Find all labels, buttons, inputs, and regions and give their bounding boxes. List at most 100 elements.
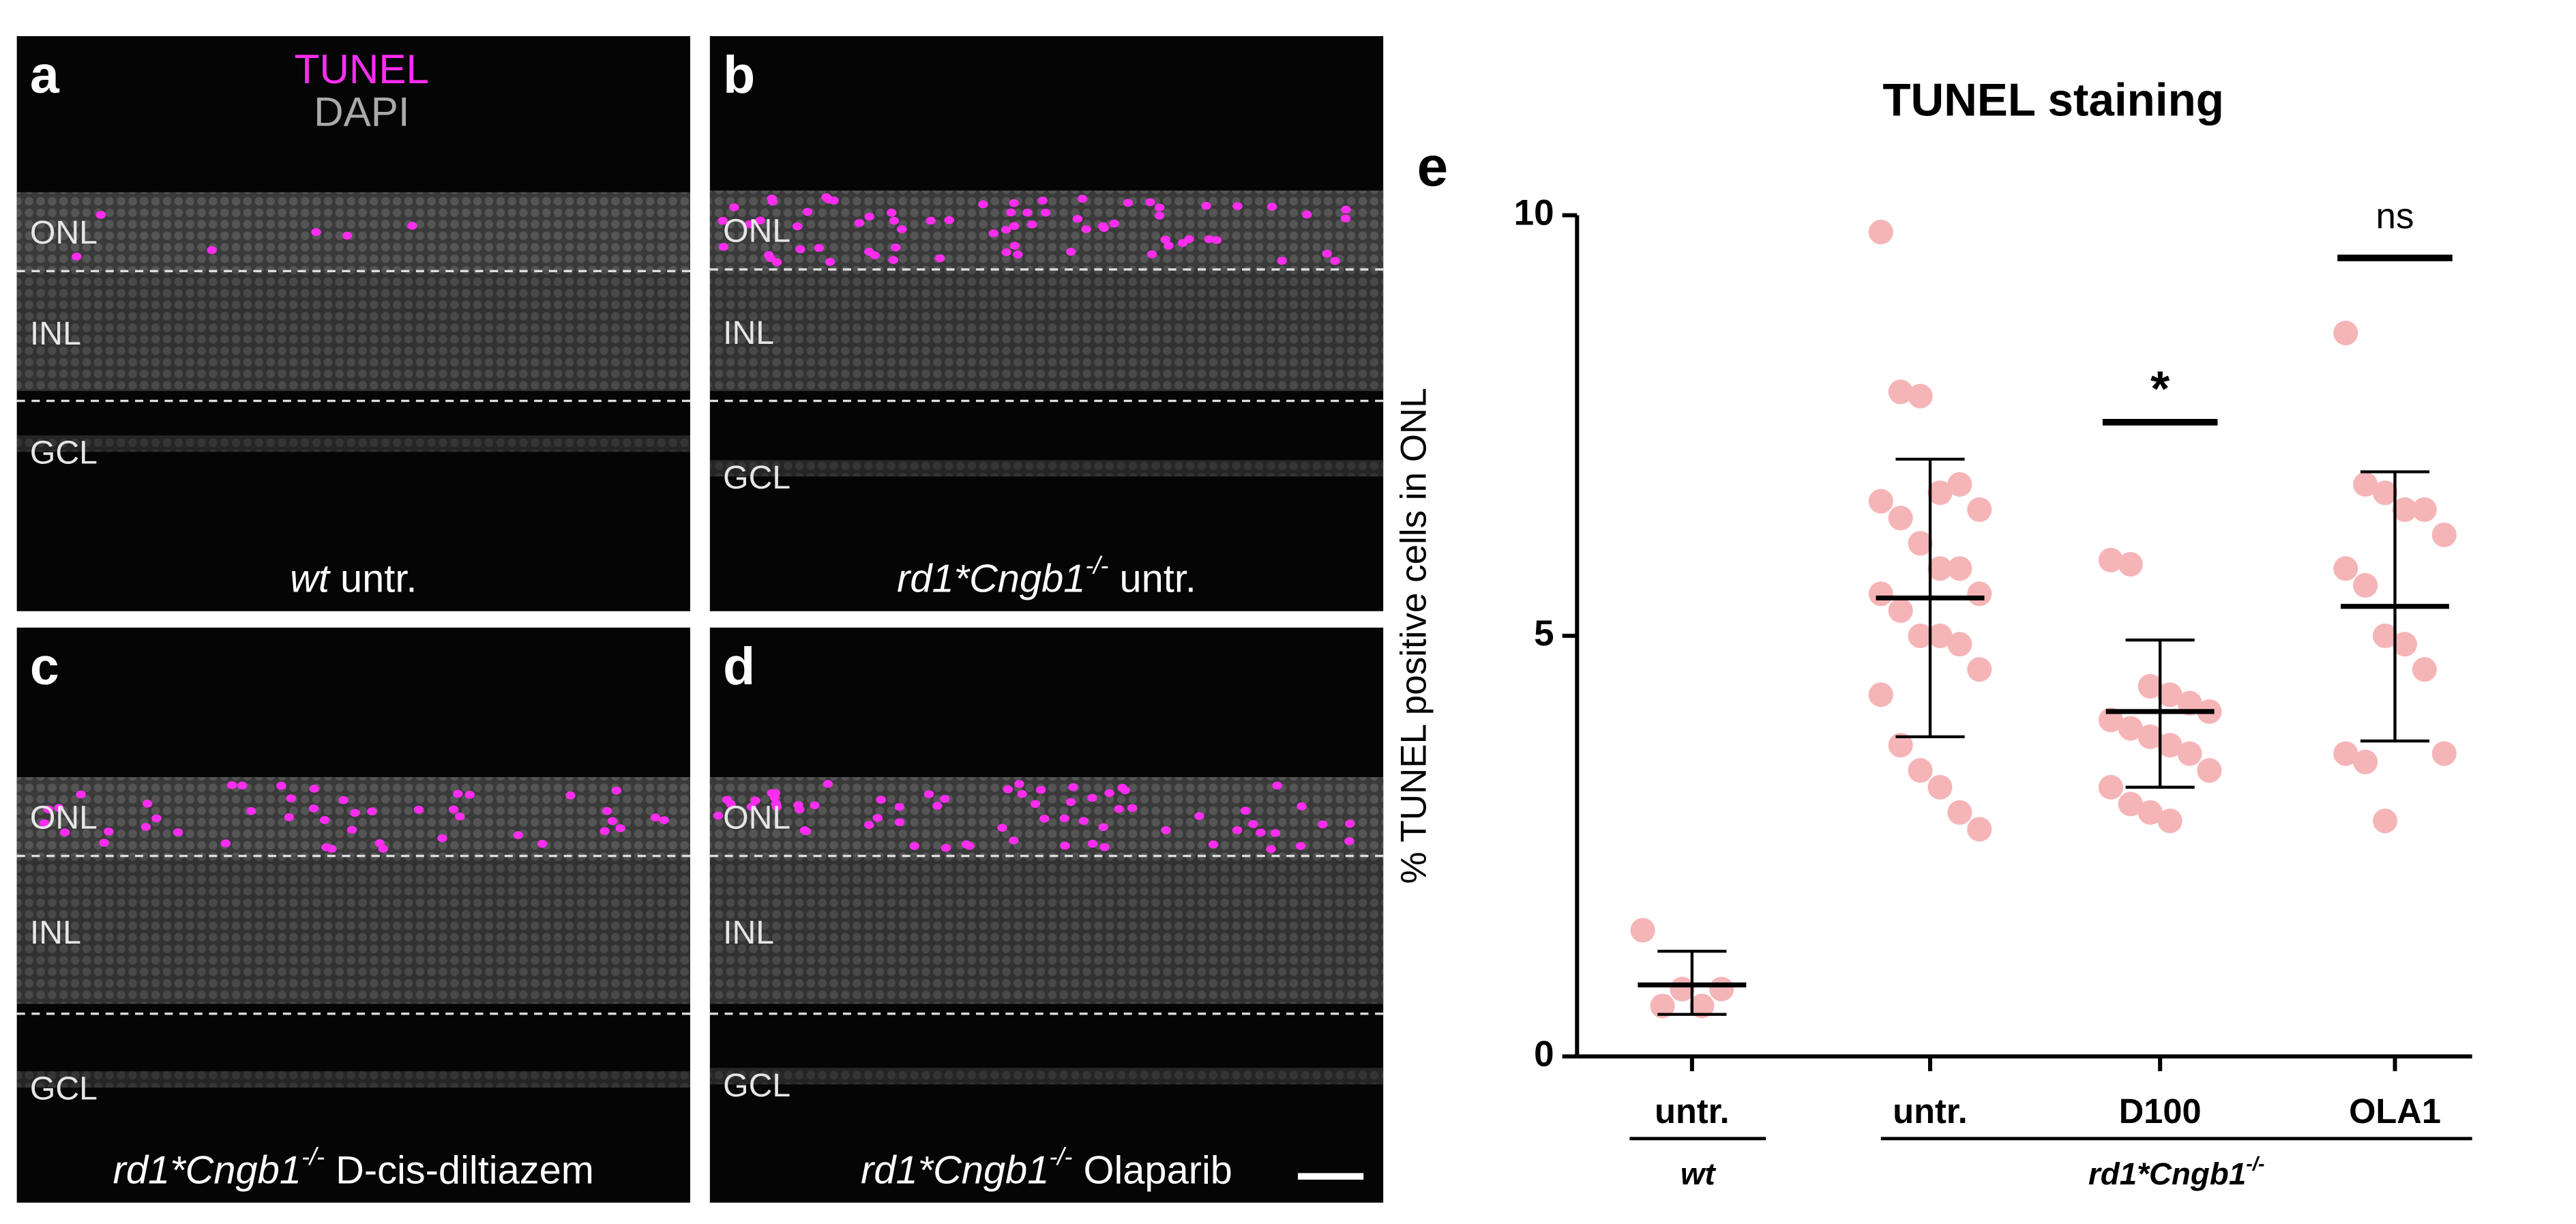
layer-label: GCL [723, 459, 790, 496]
tunel-spot [464, 791, 475, 799]
tunel-spot [338, 796, 349, 804]
tunel-spot [1297, 802, 1307, 811]
tunel-spot [599, 827, 610, 835]
data-point [2353, 471, 2378, 497]
tunel-spot [746, 802, 757, 811]
tunel-spot [717, 216, 728, 225]
data-point [1888, 379, 1913, 405]
tunel-spot [889, 216, 900, 225]
tunel-spot [888, 256, 899, 264]
tunel-spot [941, 844, 951, 852]
layer-label: ONL [723, 213, 790, 250]
panel-letter: e [1417, 136, 1449, 198]
tunel-spot [1208, 840, 1219, 849]
gcl-band [709, 460, 1384, 477]
data-point [1868, 489, 1893, 514]
tunel-spot [309, 785, 319, 793]
tunel-spot [378, 845, 388, 853]
onl-band [16, 192, 690, 272]
panel-letter: a [30, 46, 60, 104]
layer-label: GCL [30, 435, 98, 471]
tunel-spot [1072, 215, 1083, 223]
tunel-spot [650, 813, 661, 821]
tunel-spot [407, 222, 417, 230]
data-point [1908, 758, 1933, 783]
tunel-spot [142, 800, 153, 808]
data-point [1967, 497, 1992, 523]
tunel-spot [151, 814, 162, 823]
tunel-spot [437, 834, 447, 843]
data-point [2431, 741, 2457, 766]
panel-letter: c [30, 637, 59, 696]
x-tick-label: untr. [1893, 1092, 1968, 1131]
micrograph-panel: ONL INL GCL c rd1*Cngb1-/- D-cis-diltiazem [16, 627, 690, 1203]
y-tick-label: 10 [1514, 192, 1554, 233]
data-point [1908, 383, 1933, 409]
tunel-spot [718, 243, 729, 251]
x-tick-label: OLA1 [2349, 1092, 2441, 1131]
tunel-spot [1009, 836, 1019, 845]
data-point [1908, 623, 1933, 648]
tunel-spot [944, 216, 954, 224]
genotype-superscript: -/- [1085, 551, 1108, 579]
tunel-spot [308, 804, 319, 813]
layer-label: ONL [723, 799, 790, 836]
tunel-spot [1109, 219, 1119, 228]
layer-label: INL [723, 914, 774, 951]
tunel-spot [607, 817, 618, 826]
data-point [1888, 733, 1913, 758]
tunel-spot [750, 796, 760, 805]
tunel-spot [935, 254, 945, 263]
panel-caption: wt untr. [290, 557, 417, 601]
data-point [2392, 632, 2418, 657]
tunel-spot [864, 248, 874, 256]
tunel-spot [1030, 800, 1041, 808]
tunel-spot [1035, 785, 1046, 794]
tunel-spot [793, 801, 803, 809]
tunel-spot [814, 244, 825, 252]
data-point [1947, 556, 1972, 581]
tunel-spot [988, 229, 998, 237]
tunel-spot [1330, 257, 1340, 265]
tunel-spot [1009, 199, 1019, 207]
data-point [2333, 321, 2358, 346]
tunel-spot [1295, 842, 1306, 850]
tunel-spot [722, 796, 732, 804]
tunel-spot [1184, 235, 1194, 244]
tunel-spot [1014, 780, 1024, 788]
data-point [1947, 471, 1972, 497]
data-point [2373, 480, 2398, 506]
tunel-spot [1154, 203, 1165, 212]
data-point [2373, 808, 2398, 834]
data-point [2197, 758, 2222, 783]
group-label: wt [1681, 1156, 1717, 1191]
data-point [1888, 598, 1913, 623]
tunel-spot [1005, 208, 1016, 217]
tunel-spot [744, 220, 755, 229]
data-point [1868, 581, 1893, 607]
tunel-spot [1201, 201, 1211, 210]
data-point [1868, 220, 1893, 245]
tunel-spot [1027, 220, 1037, 229]
tunel-spot [1078, 817, 1089, 826]
tunel-spot [537, 839, 548, 848]
tunel-spot [1017, 789, 1027, 798]
x-tick-label: D100 [2119, 1092, 2202, 1131]
tunel-spot [1087, 793, 1097, 802]
data-point [1908, 531, 1933, 556]
group-name: rd1*Cngb1 [2088, 1156, 2246, 1191]
stain-label: TUNEL [295, 46, 429, 92]
tunel-spot [413, 805, 424, 814]
y-axis-label: % TUNEL positive cells in ONL [1393, 388, 1434, 884]
data-point [1630, 918, 1655, 943]
tunel-spot [565, 791, 576, 800]
data-point [1888, 506, 1913, 531]
inl-band [16, 856, 690, 1004]
tunel-spot [978, 200, 988, 209]
tunel-spot [615, 824, 625, 832]
tunel-spot [1160, 235, 1171, 244]
tunel-spot [887, 208, 897, 217]
stain-label: DAPI [314, 89, 409, 134]
gcl-band [16, 1071, 690, 1088]
